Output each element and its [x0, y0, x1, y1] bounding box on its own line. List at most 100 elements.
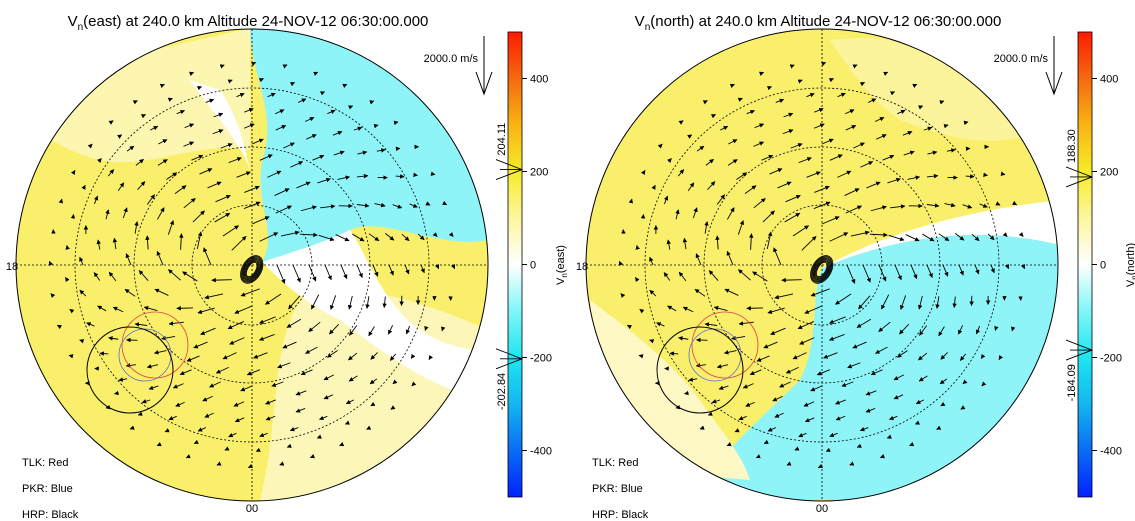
- wind-vector: [766, 86, 772, 91]
- wind-vector: [782, 129, 794, 135]
- wind-vector: [667, 158, 672, 163]
- wind-vector: [635, 276, 640, 282]
- wind-vector: [319, 415, 328, 421]
- wind-vector: [917, 295, 923, 310]
- wind-vector: [138, 270, 149, 281]
- wind-vector: [810, 288, 830, 297]
- colorbar-tick-label: -200: [1100, 353, 1122, 365]
- wind-vector: [126, 145, 135, 152]
- wind-vector: [734, 428, 740, 433]
- wind-vector: [866, 181, 881, 189]
- wind-vector: [259, 232, 279, 242]
- wind-vector: [803, 401, 815, 407]
- wind-vector: [277, 362, 291, 369]
- wind-vector: [247, 463, 253, 469]
- wind-vector: [886, 434, 892, 439]
- wind-vector: [251, 61, 257, 67]
- wind-vector: [296, 181, 311, 189]
- wind-vector: [234, 305, 253, 314]
- wind-vector: [868, 98, 877, 103]
- wind-vector: [197, 427, 206, 432]
- wind-vector: [243, 201, 261, 209]
- wind-vector: [309, 454, 315, 459]
- wind-vector: [222, 225, 239, 237]
- wind-vector: [234, 417, 245, 423]
- wind-vector: [786, 461, 792, 466]
- wind-vector: [112, 306, 124, 313]
- wind-vector: [639, 308, 645, 314]
- wind-vector: [369, 378, 378, 385]
- disc-outline: [585, 28, 1059, 502]
- wind-vector: [804, 417, 815, 423]
- wind-vector: [821, 61, 827, 67]
- wind-vector: [847, 362, 861, 369]
- wind-vector: [290, 161, 304, 168]
- wind-vector: [312, 154, 325, 161]
- hour-label: 18: [6, 261, 18, 273]
- wind-vector: [215, 194, 231, 203]
- wind-vector: [939, 378, 948, 385]
- wind-vector: [289, 427, 299, 432]
- wind-vector: [994, 325, 999, 331]
- wind-vector: [202, 395, 213, 402]
- chart-title: Vn(east) at 240.0 km Altitude 24-NOV-12 …: [68, 13, 429, 33]
- wind-vector: [68, 354, 74, 359]
- wind-vector: [108, 336, 119, 341]
- wind-vector: [253, 352, 268, 359]
- wind-vector: [276, 264, 286, 284]
- wind-vector: [905, 234, 920, 242]
- wind-vector: [348, 105, 354, 110]
- wind-vector: [926, 203, 940, 208]
- wind-vector: [405, 325, 411, 335]
- wind-vector: [883, 71, 889, 76]
- station-hrp: [86, 326, 174, 414]
- wind-vector: [938, 233, 950, 242]
- wind-vector: [887, 177, 901, 184]
- wind-vector: [81, 184, 86, 190]
- wind-vector: [728, 139, 738, 145]
- wind-vector: [773, 247, 782, 266]
- wind-vector: [319, 91, 326, 96]
- wind-vector: [295, 408, 306, 413]
- wind-vector: [798, 432, 807, 438]
- label-subscript: n: [1130, 275, 1135, 279]
- colorbar-tick-label: 200: [530, 167, 548, 179]
- wind-vector: [117, 182, 125, 192]
- station-label: PKR: Blue: [592, 483, 643, 495]
- wind-vector: [376, 148, 386, 153]
- wind-vector: [893, 374, 905, 381]
- wind-vector: [684, 390, 689, 396]
- wind-vector: [918, 352, 928, 361]
- wind-vector: [995, 201, 1001, 206]
- wind-vector: [1011, 326, 1016, 332]
- wind-vector: [251, 138, 264, 145]
- wind-vector: [737, 220, 745, 235]
- wind-vector: [789, 64, 795, 69]
- wind-vector: [373, 123, 379, 129]
- pole-swirl: [244, 259, 260, 279]
- wind-vector: [220, 143, 233, 149]
- wind-vector: [164, 428, 170, 433]
- station-tlk: [691, 311, 759, 379]
- wind-vector: [175, 401, 185, 407]
- wind-vector: [649, 256, 654, 266]
- wind-vector: [305, 346, 318, 354]
- wind-vector: [323, 394, 334, 400]
- wind-vector: [770, 327, 786, 335]
- wind-vector: [146, 364, 159, 369]
- wind-vector: [283, 142, 295, 149]
- wind-vector: [183, 141, 195, 147]
- wind-vector: [828, 78, 834, 83]
- wind-vector: [762, 210, 775, 223]
- wind-vector: [236, 92, 245, 98]
- wind-vector: [893, 394, 904, 400]
- wind-vector: [295, 390, 307, 396]
- wind-vector: [166, 172, 178, 180]
- wind-vector: [267, 92, 276, 98]
- wind-vector: [179, 369, 192, 376]
- wind-vector: [923, 126, 933, 131]
- wind-vector: [344, 420, 350, 425]
- panel: Vn(north) at 240.0 km Altitude 24-NOV-12…: [576, 13, 1135, 521]
- wind-vector: [767, 427, 776, 432]
- wind-vector: [775, 98, 785, 103]
